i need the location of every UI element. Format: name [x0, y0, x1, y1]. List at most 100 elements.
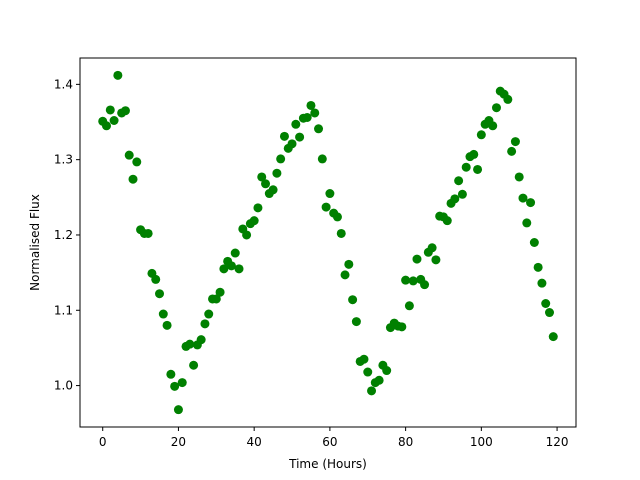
data-point	[272, 168, 282, 178]
data-point	[461, 162, 471, 172]
data-point	[348, 295, 358, 305]
data-point	[230, 248, 240, 258]
data-point	[158, 309, 168, 319]
plot-frame	[79, 57, 577, 428]
data-point	[545, 308, 554, 318]
data-points	[98, 70, 558, 415]
data-point	[476, 130, 486, 140]
data-point	[321, 202, 331, 212]
y-tick-label: 1.1	[54, 303, 73, 317]
data-point	[442, 216, 452, 226]
data-point	[128, 174, 138, 184]
x-tick-label: 100	[470, 435, 493, 449]
data-point	[287, 139, 297, 149]
data-point	[120, 106, 130, 116]
data-point	[215, 287, 225, 297]
data-point	[518, 193, 528, 203]
data-point	[113, 70, 123, 80]
data-point	[526, 198, 536, 208]
data-point	[503, 94, 513, 104]
data-point	[382, 366, 392, 376]
y-tick-label: 1.4	[54, 77, 73, 91]
x-axis-ticks: 0 20 40 60 80 100 120	[99, 427, 569, 449]
x-tick-label: 120	[546, 435, 569, 449]
data-point	[507, 146, 517, 156]
data-point	[374, 375, 384, 385]
data-point	[420, 280, 430, 290]
data-point	[488, 121, 498, 131]
data-point	[450, 194, 460, 204]
x-tick-label: 60	[322, 435, 337, 449]
data-point	[510, 137, 520, 147]
data-point	[132, 157, 142, 167]
data-point	[548, 332, 558, 342]
data-point	[457, 189, 467, 199]
data-point	[514, 172, 524, 182]
data-point	[242, 230, 252, 240]
data-point	[261, 179, 271, 189]
data-point	[310, 108, 320, 118]
data-point	[200, 319, 210, 329]
data-point	[469, 149, 479, 159]
data-point	[351, 317, 361, 327]
data-point	[185, 339, 195, 349]
y-tick-label: 1.3	[54, 153, 73, 167]
data-point	[102, 121, 111, 131]
data-point	[257, 172, 267, 182]
data-point	[401, 275, 411, 285]
data-point	[295, 132, 305, 142]
x-tick-label: 80	[398, 435, 413, 449]
data-point	[332, 212, 342, 222]
y-tick-label: 1.0	[54, 379, 73, 393]
data-point	[317, 154, 327, 164]
data-point	[491, 103, 501, 113]
data-point	[268, 185, 278, 195]
y-axis-label: Normalised Flux	[28, 194, 42, 291]
data-point	[173, 405, 183, 415]
data-point	[427, 243, 437, 253]
data-point	[431, 255, 441, 265]
data-point	[276, 154, 286, 164]
data-point	[105, 105, 115, 115]
x-tick-label: 40	[247, 435, 262, 449]
data-point	[473, 164, 483, 174]
data-point	[537, 278, 547, 288]
data-point	[162, 320, 172, 330]
data-point	[336, 228, 346, 238]
y-axis-ticks: 1.0 1.1 1.2 1.3 1.4	[54, 77, 80, 393]
data-point	[314, 124, 324, 134]
data-point	[325, 189, 335, 199]
data-point	[529, 238, 539, 247]
data-point	[204, 309, 214, 319]
data-point	[454, 176, 464, 186]
data-point	[408, 276, 418, 286]
x-tick-label: 20	[171, 435, 186, 449]
data-point	[363, 367, 373, 377]
data-point	[249, 216, 259, 226]
data-point	[226, 261, 236, 271]
data-point	[340, 270, 350, 280]
data-point	[143, 228, 153, 238]
data-point	[196, 335, 206, 345]
data-point	[279, 131, 289, 141]
x-tick-label: 0	[99, 435, 107, 449]
data-point	[306, 100, 316, 110]
data-point	[291, 119, 301, 129]
data-point	[177, 378, 187, 388]
data-point	[397, 322, 407, 332]
data-point	[155, 289, 165, 299]
data-point	[367, 386, 377, 396]
data-point	[234, 264, 244, 274]
data-point	[211, 294, 221, 304]
data-point	[124, 150, 134, 160]
data-point	[151, 274, 161, 284]
data-point	[533, 262, 543, 272]
data-point	[166, 369, 176, 379]
data-point	[541, 299, 551, 308]
data-point	[359, 354, 369, 364]
data-point	[170, 381, 180, 391]
x-axis-label: Time (Hours)	[288, 457, 367, 471]
data-point	[109, 116, 119, 125]
data-point	[522, 218, 532, 228]
